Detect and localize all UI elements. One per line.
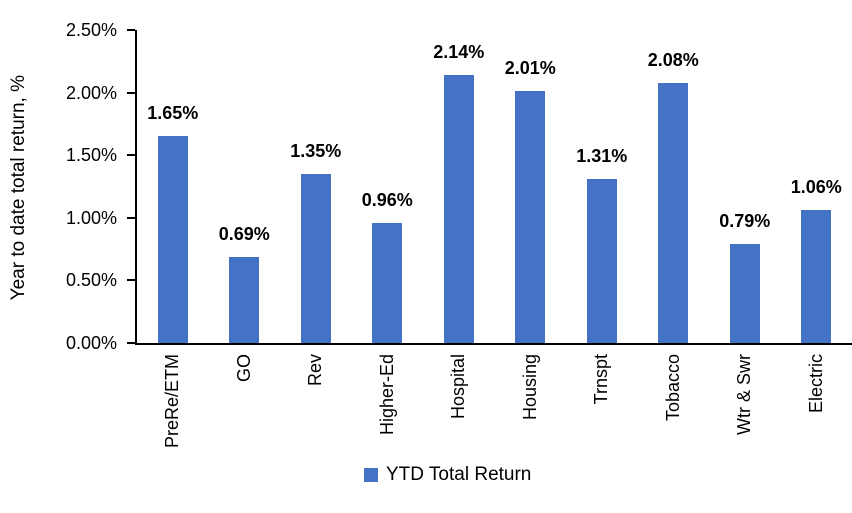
- y-axis-tick: [127, 342, 135, 344]
- x-axis-category-cell: PreRe/ETM: [137, 354, 209, 466]
- bar-slot: 1.35%: [280, 30, 352, 343]
- y-axis-tick-label: 0.50%: [65, 270, 117, 291]
- plot-area: 0.00% 0.50% 1.00% 1.50% 2.00% 2.50% 1.65% 0.69%…: [66, 21, 852, 352]
- x-axis-category-label: Tobacco: [662, 354, 683, 422]
- bar-value-label: 1.31%: [576, 146, 628, 166]
- bar-slot: 0.79%: [709, 30, 781, 343]
- bar-slot: 0.96%: [352, 30, 424, 343]
- bar-slot: 2.14%: [423, 30, 495, 343]
- y-axis-tick: [127, 29, 135, 31]
- x-axis-category-cell: Higher-Ed: [352, 354, 424, 466]
- x-axis-category-label: Trnspt: [591, 354, 612, 405]
- x-axis-category-cell: Hospital: [423, 354, 495, 466]
- x-axis-category-label: Rev: [305, 354, 326, 387]
- bar-value-label: 2.01%: [504, 58, 556, 79]
- bar: [229, 256, 260, 343]
- bar-slot: 1.06%: [781, 30, 852, 343]
- x-axis-category-cell: Trnspt: [566, 354, 638, 466]
- bar: [801, 210, 832, 343]
- legend: YTD Total Return: [364, 464, 531, 486]
- bar: [157, 136, 188, 343]
- y-axis-tick-label: 1.50%: [65, 145, 117, 166]
- y-axis-tick-label: 2.50%: [65, 20, 117, 40]
- x-axis-category-label: Hospital: [448, 354, 469, 420]
- bar: [300, 173, 331, 343]
- bar-value-label: 0.69%: [218, 223, 270, 244]
- bar: [658, 82, 689, 343]
- bar-slot: 1.65%: [137, 30, 209, 343]
- bar-slot: 2.01%: [495, 30, 567, 343]
- x-axis-category-cell: Electric: [781, 354, 852, 466]
- y-axis-tick: [127, 216, 135, 219]
- bar-value-label: 2.14%: [433, 42, 485, 63]
- bar-value-label: 1.06%: [790, 177, 842, 198]
- legend-swatch: [364, 468, 378, 482]
- y-axis-title-text: Year to date total return, %: [8, 74, 29, 301]
- bar-value-label: 1.65%: [147, 103, 199, 124]
- y-axis-tick-label: 1.00%: [65, 207, 117, 228]
- bar: [515, 91, 546, 343]
- x-axis-category-cell: Wtr & Swr: [709, 354, 781, 466]
- x-axis-category-cell: Rev: [280, 354, 352, 466]
- y-axis-tick: [127, 91, 135, 94]
- bar-slot: 1.31%: [566, 30, 638, 343]
- bar: [372, 222, 403, 343]
- bar: [729, 244, 760, 343]
- y-axis-title: Year to date total return, %: [4, 30, 34, 345]
- y-axis-tick: [127, 279, 135, 282]
- bar-value-label: 0.79%: [719, 211, 771, 232]
- bar-value-label: 2.08%: [647, 49, 699, 70]
- x-axis-category-label: Housing: [519, 354, 540, 421]
- y-axis-tick-label: 2.00%: [65, 82, 117, 103]
- y-axis-tick-label: 0.00%: [65, 333, 117, 353]
- legend-label: YTD Total Return: [386, 464, 532, 485]
- x-axis-category-label: PreRe/ETM: [162, 354, 183, 449]
- x-axis-category-cell: Housing: [495, 354, 567, 466]
- bar-slot: 2.08%: [638, 30, 710, 343]
- bar: [443, 75, 474, 343]
- x-axis-category-cell: Tobacco: [638, 354, 710, 466]
- bar: [586, 179, 617, 343]
- x-axis-category-label: Electric: [805, 354, 826, 414]
- x-axis-category-label: Wtr & Swr: [734, 354, 755, 435]
- bar-value-label: 0.96%: [361, 189, 413, 210]
- x-axis-category-label: Higher-Ed: [376, 354, 397, 436]
- x-axis-category-cell: GO: [209, 354, 281, 466]
- x-axis-labels: PreRe/ETM GO Rev Higher-Ed Hospital Housing Tr…: [137, 354, 852, 466]
- y-axis-tick: [127, 154, 135, 157]
- x-axis-category-label: GO: [233, 354, 254, 383]
- bar-value-label: 1.35%: [290, 140, 342, 161]
- bar-slot: 0.69%: [209, 30, 281, 343]
